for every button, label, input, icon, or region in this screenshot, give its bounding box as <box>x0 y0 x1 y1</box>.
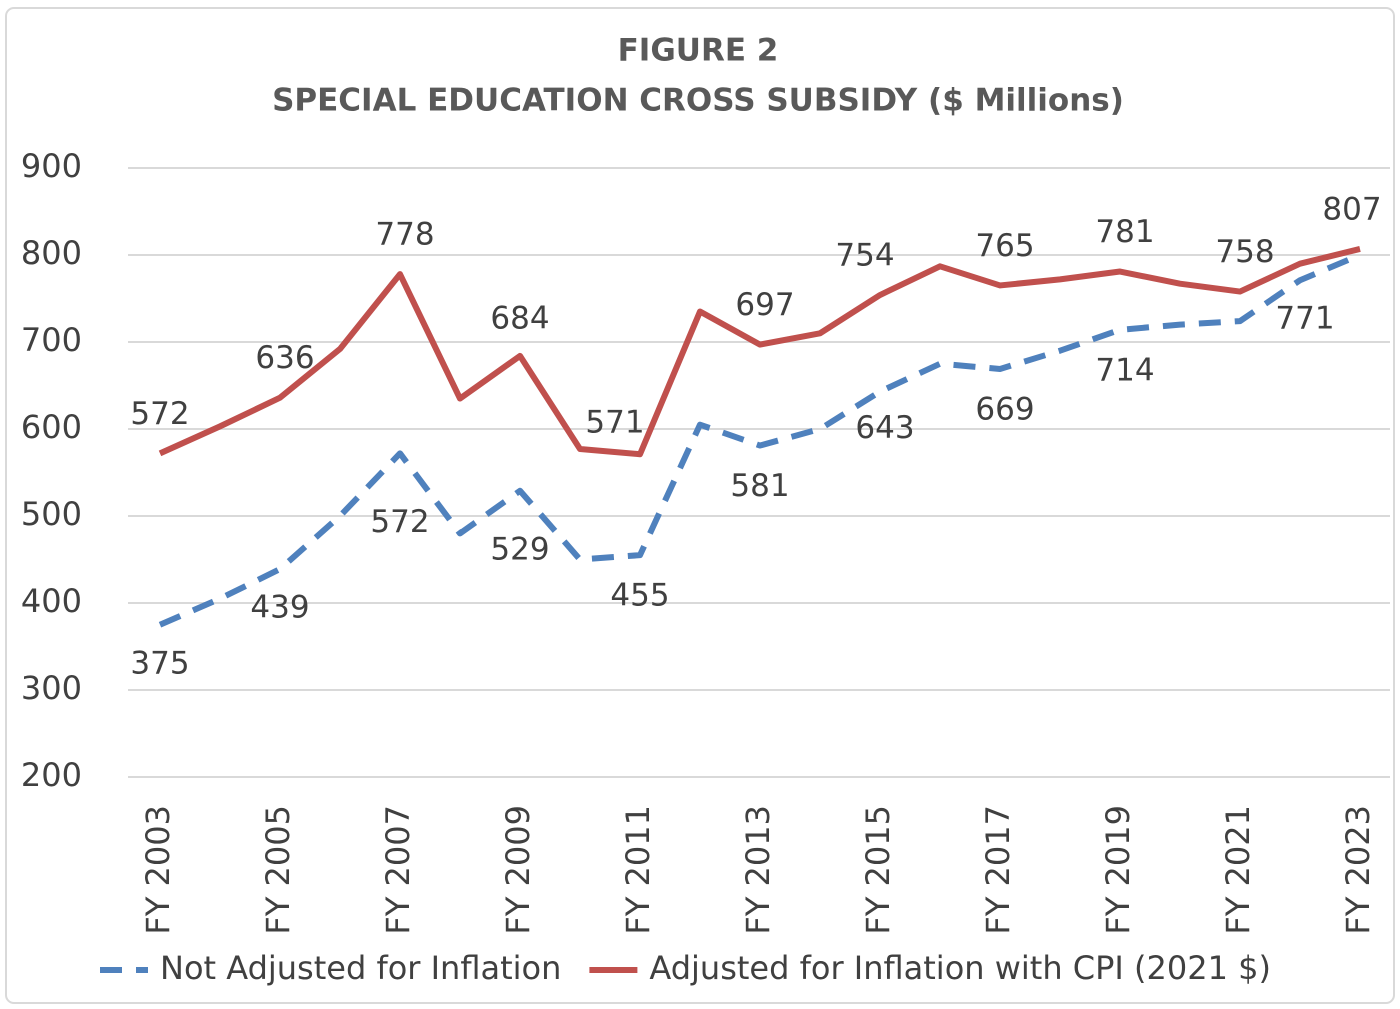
data-label: 684 <box>490 300 549 336</box>
x-tick-label: FY 2015 <box>859 805 897 935</box>
data-label: 571 <box>585 405 644 441</box>
data-label: 375 <box>130 645 189 681</box>
data-label: 697 <box>735 287 794 323</box>
data-label: 778 <box>375 217 434 253</box>
data-label: 572 <box>370 504 429 540</box>
x-tick-label: FY 2021 <box>1219 805 1257 935</box>
data-label: 572 <box>130 396 189 432</box>
x-tick-label: FY 2005 <box>259 805 297 935</box>
data-label: 781 <box>1095 214 1154 250</box>
data-label: 643 <box>855 410 914 446</box>
data-label: 758 <box>1215 234 1274 270</box>
x-tick-label: FY 2009 <box>499 805 537 935</box>
data-label: 439 <box>250 590 309 626</box>
legend-label: Adjusted for Inflation with CPI (2021 $) <box>649 949 1271 987</box>
y-tick-label: 400 <box>21 582 82 620</box>
data-label: 669 <box>975 391 1034 427</box>
x-tick-label: FY 2017 <box>979 805 1017 935</box>
legend-label: Not Adjusted for Inflation <box>160 949 561 987</box>
data-label: 807 <box>1322 191 1381 227</box>
data-label: 636 <box>255 340 314 376</box>
x-tick-label: FY 2023 <box>1339 805 1377 935</box>
series-line <box>158 252 1362 628</box>
data-label: 754 <box>835 238 894 274</box>
series-line <box>158 245 1361 458</box>
chart-frame <box>5 7 1395 1004</box>
data-label: 771 <box>1275 301 1334 337</box>
y-tick-label: 600 <box>21 408 82 446</box>
y-tick-label: 800 <box>21 234 82 272</box>
x-tick-label: FY 2011 <box>619 805 657 935</box>
chart-subtitle: SPECIAL EDUCATION CROSS SUBSIDY ($ Milli… <box>272 83 1124 119</box>
data-label: 455 <box>610 578 669 614</box>
y-tick-label: 700 <box>21 321 82 359</box>
y-tick-label: 900 <box>21 147 82 185</box>
y-tick-label: 200 <box>21 756 82 794</box>
data-label: 529 <box>490 531 549 567</box>
y-tick-label: 300 <box>21 669 82 707</box>
y-tick-label: 500 <box>21 495 82 533</box>
data-label: 714 <box>1095 352 1154 388</box>
x-tick-label: FY 2019 <box>1099 805 1137 935</box>
x-tick-label: FY 2007 <box>379 805 417 935</box>
chart-title: FIGURE 2 <box>618 33 779 69</box>
data-label: 581 <box>730 468 789 504</box>
x-tick-label: FY 2003 <box>139 805 177 935</box>
data-label: 765 <box>975 228 1034 264</box>
x-tick-label: FY 2013 <box>739 805 777 935</box>
